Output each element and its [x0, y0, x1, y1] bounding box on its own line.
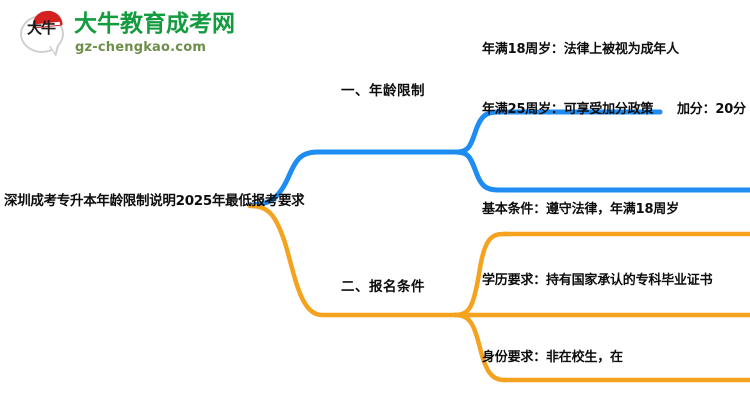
speech-bubble-tail-inner-icon [50, 45, 57, 53]
logo-mark-label: 大牛 [26, 19, 56, 37]
connector-branch-2-to-leaf-1 [452, 231, 509, 318]
mindmap-branch-application-requirements[interactable]: 二、报名条件 [341, 279, 425, 295]
mindmap-leaf-age-25-bonus[interactable]: 加分：20分 [677, 102, 746, 117]
connector-root-to-branch-1 [247, 149, 458, 208]
connector-branch-2-to-leaf-3 [452, 312, 509, 383]
connector-branch-1-to-leaf-2 [452, 149, 503, 193]
connector-root-to-branch-2 [247, 203, 458, 318]
logo-brand-url: gz-chengkao.com [75, 40, 207, 55]
mindmap-root-node[interactable]: 深圳成考专升本年龄限制说明2025年最低报考要求 [4, 193, 305, 209]
logo-brand-name: 大牛教育成考网 [74, 11, 235, 37]
logo-mark-icon: 大牛 [18, 9, 68, 57]
mindmap-leaf-education-requirement[interactable]: 学历要求：持有国家承认的专科毕业证书 [482, 273, 713, 288]
connector-branch-1-to-leaf-1 [452, 109, 503, 155]
mindmap-leaf-identity-requirement[interactable]: 身份要求：非在校生，在 [482, 350, 623, 365]
mindmap-leaf-age-18[interactable]: 年满18周岁：法律上被视为成年人 [482, 42, 679, 57]
mindmap-leaf-basic-condition[interactable]: 基本条件：遵守法律，年满18周岁 [482, 202, 679, 217]
site-logo: 大牛 大牛教育成考网 gz-chengkao.com [18, 9, 248, 61]
mindmap-leaf-age-25[interactable]: 年满25周岁：可享受加分政策 [482, 102, 654, 117]
mindmap-branch-age-limit[interactable]: 一、年龄限制 [341, 83, 425, 99]
